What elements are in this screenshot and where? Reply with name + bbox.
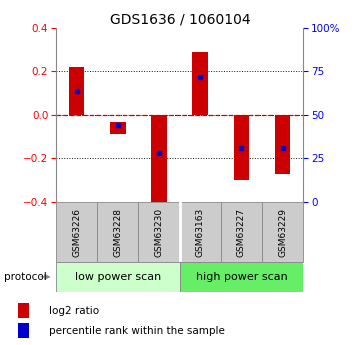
Text: log2 ratio: log2 ratio bbox=[49, 306, 99, 315]
Bar bbox=[275, 115, 291, 174]
Bar bbox=[262, 202, 303, 262]
Bar bbox=[151, 115, 167, 206]
Text: GDS1636 / 1060104: GDS1636 / 1060104 bbox=[110, 12, 251, 26]
Bar bbox=[56, 202, 97, 262]
Bar bbox=[192, 51, 208, 115]
Text: protocol: protocol bbox=[4, 272, 46, 282]
Text: GSM63163: GSM63163 bbox=[196, 207, 205, 257]
Bar bbox=[69, 67, 84, 115]
Text: GSM63228: GSM63228 bbox=[113, 207, 122, 257]
Bar bbox=[221, 202, 262, 262]
Text: GSM63226: GSM63226 bbox=[72, 207, 81, 257]
Text: high power scan: high power scan bbox=[196, 272, 287, 282]
Bar bbox=[97, 202, 138, 262]
Bar bbox=[234, 115, 249, 180]
Bar bbox=[180, 262, 303, 292]
Text: low power scan: low power scan bbox=[75, 272, 161, 282]
Bar bbox=[110, 122, 126, 134]
Text: GSM63227: GSM63227 bbox=[237, 207, 246, 257]
Text: GSM63229: GSM63229 bbox=[278, 207, 287, 257]
Bar bbox=[180, 202, 221, 262]
Text: percentile rank within the sample: percentile rank within the sample bbox=[49, 326, 225, 336]
Bar bbox=[138, 202, 180, 262]
Text: GSM63230: GSM63230 bbox=[155, 207, 164, 257]
Bar bbox=[18, 303, 29, 318]
Bar bbox=[56, 262, 180, 292]
Bar bbox=[18, 323, 29, 338]
